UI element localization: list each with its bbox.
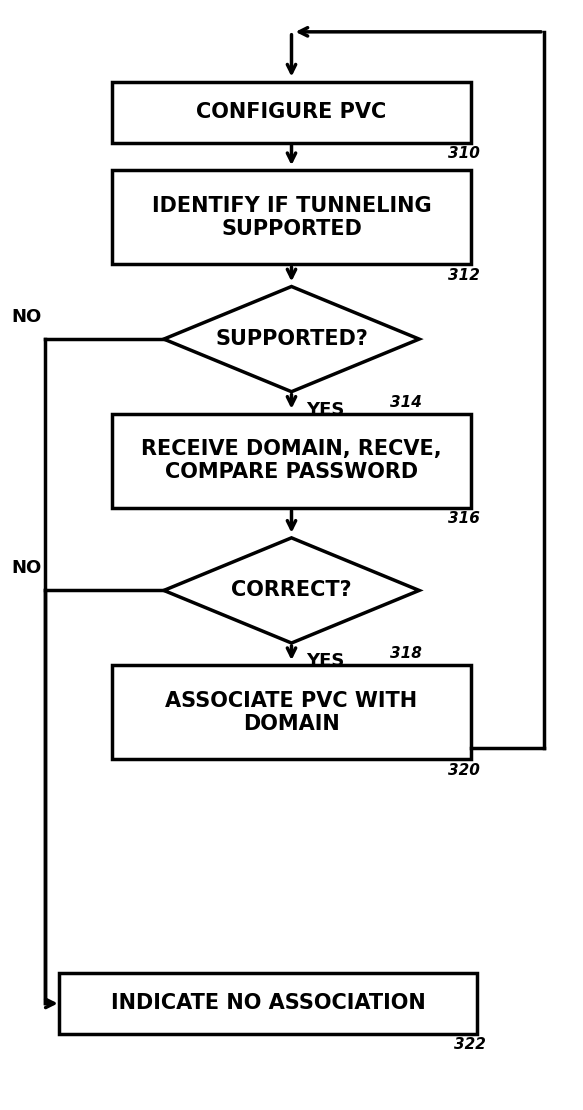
Bar xyxy=(59,973,477,1033)
Polygon shape xyxy=(164,286,419,392)
Text: 318: 318 xyxy=(390,646,422,662)
Text: 312: 312 xyxy=(448,268,480,283)
Text: RECEIVE DOMAIN, RECVE,
COMPARE PASSWORD: RECEIVE DOMAIN, RECVE, COMPARE PASSWORD xyxy=(141,440,442,483)
Text: NO: NO xyxy=(12,307,42,326)
Text: CONFIGURE PVC: CONFIGURE PVC xyxy=(196,102,387,122)
Text: 310: 310 xyxy=(448,145,480,161)
Bar xyxy=(111,414,472,508)
Bar xyxy=(111,665,472,759)
Text: YES: YES xyxy=(306,401,345,418)
Text: 316: 316 xyxy=(448,512,480,526)
Text: 314: 314 xyxy=(390,395,422,410)
Bar xyxy=(111,170,472,264)
Text: INDICATE NO ASSOCIATION: INDICATE NO ASSOCIATION xyxy=(111,993,426,1013)
Text: 320: 320 xyxy=(448,763,480,778)
Bar xyxy=(111,82,472,142)
Text: 322: 322 xyxy=(454,1037,486,1052)
Text: SUPPORTED?: SUPPORTED? xyxy=(215,329,368,349)
Text: CORRECT?: CORRECT? xyxy=(231,581,352,601)
Text: ASSOCIATE PVC WITH
DOMAIN: ASSOCIATE PVC WITH DOMAIN xyxy=(166,690,417,734)
Text: YES: YES xyxy=(306,652,345,669)
Polygon shape xyxy=(164,538,419,643)
Text: NO: NO xyxy=(12,559,42,577)
Text: IDENTIFY IF TUNNELING
SUPPORTED: IDENTIFY IF TUNNELING SUPPORTED xyxy=(152,195,431,239)
